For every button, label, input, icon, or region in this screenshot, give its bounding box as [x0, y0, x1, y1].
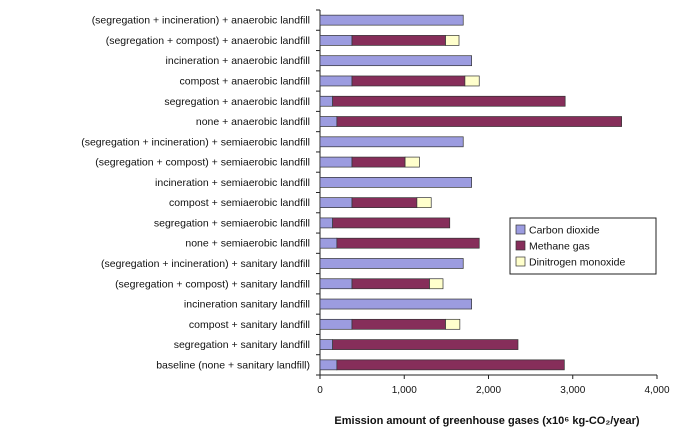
bar-carbon-dioxide [319, 116, 338, 127]
bar-carbon-dioxide [319, 298, 472, 310]
legend-box [509, 217, 657, 275]
bar-methane-gas [332, 95, 566, 107]
category-label: compost + sanitary landfill [189, 319, 310, 331]
bar-dinitrogen-monoxide [429, 278, 444, 290]
category-label: segregation + anaerobic landfill [164, 96, 310, 108]
bar-carbon-dioxide [319, 197, 353, 208]
bar-carbon-dioxide [319, 339, 333, 350]
bar-methane-gas [351, 75, 466, 87]
legend-swatch [515, 240, 526, 251]
bar-carbon-dioxide [319, 258, 464, 269]
bar-dinitrogen-monoxide [464, 75, 480, 87]
bar-methane-gas [332, 339, 519, 350]
bar-dinitrogen-monoxide [404, 156, 420, 168]
x-tick-label: 4,000 [644, 385, 669, 396]
bar-carbon-dioxide [319, 136, 464, 148]
category-label: (segregation + compost) + anaerobic land… [106, 35, 310, 47]
category-label: incineration sanitary landfill [184, 299, 310, 311]
x-tick-label: 1,000 [392, 385, 417, 396]
legend-swatch [515, 256, 526, 267]
category-label: incineration + semiaerobic landfill [155, 177, 310, 189]
category-label: segregation + semiaerobic landfill [154, 217, 310, 229]
bar-carbon-dioxide [319, 14, 464, 26]
category-label: none + semiaerobic landfill [185, 238, 310, 250]
category-label: (segregation + incineration) + sanitary … [101, 258, 310, 270]
category-label: compost + semiaerobic landfill [169, 197, 310, 209]
bar-carbon-dioxide [319, 217, 333, 229]
legend-label: Dinitrogen monoxide [529, 257, 625, 269]
category-label: (segregation + compost) + sanitary landf… [115, 278, 310, 290]
bar-dinitrogen-monoxide [445, 35, 460, 46]
bar-methane-gas [336, 116, 622, 127]
category-label: segregation + sanitary landfill [174, 339, 310, 351]
bar-carbon-dioxide [319, 75, 353, 87]
category-label: (segregation + incineration) + semiaerob… [81, 136, 310, 148]
bar-methane-gas [351, 318, 446, 330]
bar-carbon-dioxide [319, 95, 333, 107]
category-label: compost + anaerobic landfill [180, 75, 310, 87]
bar-carbon-dioxide [319, 55, 472, 67]
bar-methane-gas [351, 197, 418, 208]
bar-carbon-dioxide [319, 318, 353, 330]
category-label: (segregation + incineration) + anaerobic… [92, 15, 310, 27]
category-label: baseline (none + sanitary landfill) [156, 359, 310, 371]
bar-carbon-dioxide [319, 359, 338, 371]
x-tick-label: 2,000 [476, 385, 501, 396]
x-tick-label: 0 [317, 385, 323, 396]
x-tick-label: 3,000 [560, 385, 585, 396]
legend-label: Methane gas [529, 241, 590, 253]
bar-dinitrogen-monoxide [416, 197, 432, 208]
bar-methane-gas [332, 217, 451, 229]
bar-methane-gas [351, 35, 446, 46]
bar-methane-gas [351, 156, 406, 168]
x-axis-title: Emission amount of greenhouse gases (x10… [334, 415, 640, 427]
bar-methane-gas [351, 278, 430, 290]
bar-carbon-dioxide [319, 278, 353, 290]
legend-swatch [515, 224, 526, 235]
legend-label: Carbon dioxide [529, 225, 600, 237]
category-label: incineration + anaerobic landfill [166, 55, 310, 67]
bar-carbon-dioxide [319, 156, 353, 168]
bar-carbon-dioxide [319, 237, 338, 249]
category-label: (segregation + compost) + semiaerobic la… [95, 157, 310, 169]
bar-dinitrogen-monoxide [445, 318, 461, 330]
bar-carbon-dioxide [319, 177, 472, 188]
bar-carbon-dioxide [319, 35, 353, 46]
bar-methane-gas [336, 237, 480, 249]
bar-methane-gas [336, 359, 565, 371]
category-label: none + anaerobic landfill [196, 116, 310, 128]
